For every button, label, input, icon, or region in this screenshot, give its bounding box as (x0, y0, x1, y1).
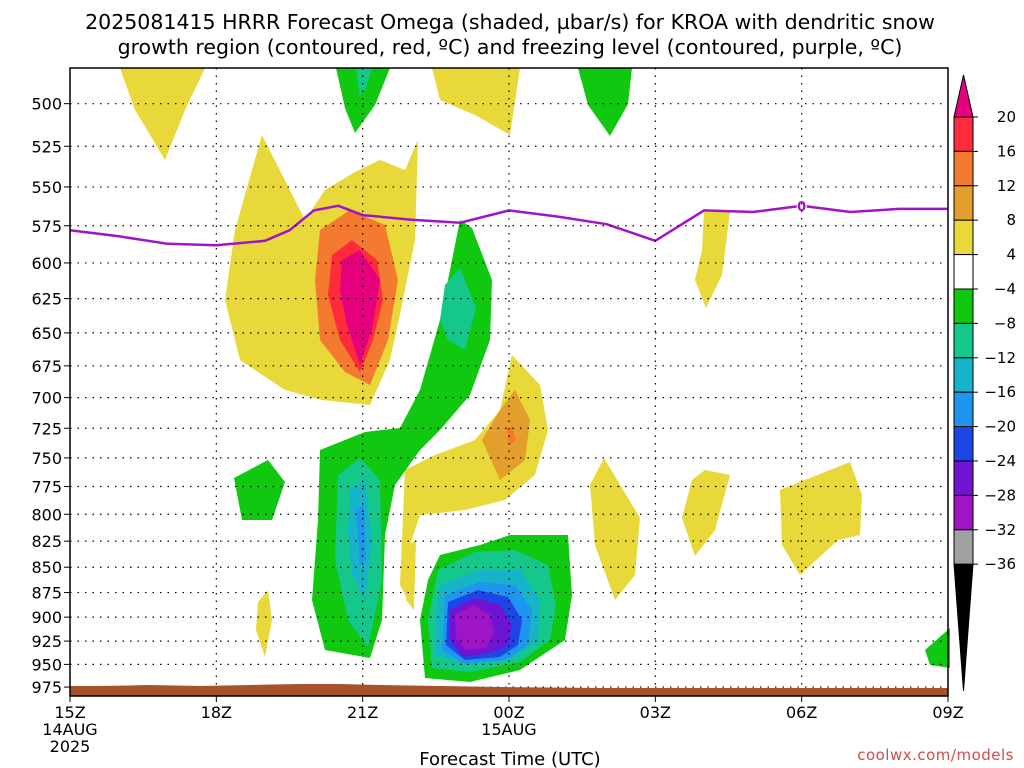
colorbar-bin (953, 426, 974, 462)
colorbar-bin (953, 322, 974, 359)
x-tick-label: 09Z (932, 703, 963, 722)
omega-shade (356, 505, 366, 565)
x-tick-label: 21Z (347, 703, 378, 722)
omega-shade (336, 68, 390, 133)
x-tick-label: 15AUG (481, 720, 536, 739)
shaded-omega-field (120, 68, 950, 682)
x-tick-label: 14AUG (42, 720, 97, 739)
freezing-level-line (69, 204, 948, 247)
y-tick-label: 825 (31, 532, 62, 551)
y-tick-label: 875 (31, 584, 62, 603)
colorbar-bin (953, 254, 974, 290)
y-tick-label: 900 (31, 608, 62, 627)
x-axis-title: Forecast Time (UTC) (419, 749, 600, 768)
omega-shade (256, 590, 272, 657)
y-tick-label: 850 (31, 558, 62, 577)
colorbar-label: −16 (984, 383, 1016, 401)
omega-shade (590, 458, 640, 600)
colorbar-label: −12 (984, 349, 1016, 367)
omega-shade (925, 628, 950, 668)
colorbar-bin (953, 391, 974, 428)
omega-shade (695, 212, 730, 308)
omega-shade (432, 68, 520, 135)
x-tick-label: 2025 (50, 737, 91, 756)
chart-title-line1: 2025081415 HRRR Forecast Omega (shaded, … (85, 10, 935, 34)
colorbar-label: −28 (984, 486, 1016, 504)
colorbar-label: 20 (997, 108, 1016, 126)
y-tick-label: 550 (31, 178, 62, 197)
y-tick-label: 975 (31, 678, 62, 697)
colorbar: 20 16 12 8 4 −4 −8 −12 −16 −20 −24 −28 −32 −36 (953, 74, 1016, 692)
y-tick-label: 675 (31, 357, 62, 376)
colorbar-bin (953, 494, 974, 531)
omega-shade (780, 462, 862, 575)
colorbar-label: −8 (994, 314, 1016, 332)
colorbar-bottom-triangle (953, 563, 974, 692)
colorbar-bin (953, 460, 974, 496)
colorbar-label: 4 (1006, 246, 1016, 264)
x-tick-label: 15Z (54, 703, 85, 722)
y-tick-label: 600 (31, 254, 62, 273)
colorbar-label: 12 (997, 177, 1016, 195)
y-tick-label: 725 (31, 419, 62, 438)
y-tick-label: 525 (31, 137, 62, 156)
surface-terrain (70, 684, 948, 696)
colorbar-bin (953, 150, 974, 187)
y-tick-label: 625 (31, 290, 62, 309)
omega-shade (440, 268, 476, 350)
colorbar-bin (953, 116, 974, 152)
omega-shade (578, 68, 632, 136)
omega-shade (455, 605, 494, 650)
omega-shade (482, 390, 530, 480)
freezing-level-label: 0 (797, 200, 806, 215)
omega-shade (682, 470, 730, 556)
x-tick-label: 00Z (493, 703, 524, 722)
y-tick-label: 650 (31, 324, 62, 343)
y-tick-label: 925 (31, 632, 62, 651)
colorbar-label: 16 (997, 142, 1016, 160)
y-tick-label: 950 (31, 655, 62, 674)
credit-text: coolwx.com/models (857, 746, 1014, 764)
y-tick-label: 575 (31, 217, 62, 236)
y-tick-label: 800 (31, 505, 62, 524)
colorbar-bin (953, 219, 974, 256)
colorbar-bin (953, 357, 974, 393)
colorbar-label: −4 (994, 280, 1016, 298)
colorbar-label: −36 (984, 555, 1016, 573)
y-tick-label: 775 (31, 478, 62, 497)
colorbar-bin (953, 529, 974, 565)
chart-title-line2: growth region (contoured, red, ºC) and f… (118, 35, 903, 59)
freezing-level-contour: 0 (69, 197, 948, 247)
x-tick-label: 18Z (201, 703, 232, 722)
colorbar-label: −24 (984, 452, 1016, 470)
colorbar-label: −20 (984, 418, 1016, 436)
contour-label-bg (796, 197, 807, 213)
y-tick-label: 700 (31, 389, 62, 408)
omega-shade (120, 68, 205, 160)
omega-shade (356, 68, 372, 96)
colorbar-bin (953, 288, 974, 324)
colorbar-top-triangle (953, 74, 974, 118)
colorbar-label: 8 (1006, 211, 1016, 229)
y-axis-pressure-ticks: 500 525 550 575 600 625 650 675 700 725 750 775 800 8… (31, 95, 70, 697)
omega-shade (506, 426, 516, 446)
colorbar-label: −32 (984, 521, 1016, 539)
x-tick-label: 03Z (640, 703, 671, 722)
colorbar-bin (953, 185, 974, 221)
omega-shade (234, 460, 285, 520)
y-tick-label: 750 (31, 449, 62, 468)
x-tick-label: 06Z (786, 703, 817, 722)
surface-band (70, 684, 948, 696)
omega-shade (340, 250, 380, 365)
y-tick-label: 500 (31, 95, 62, 114)
